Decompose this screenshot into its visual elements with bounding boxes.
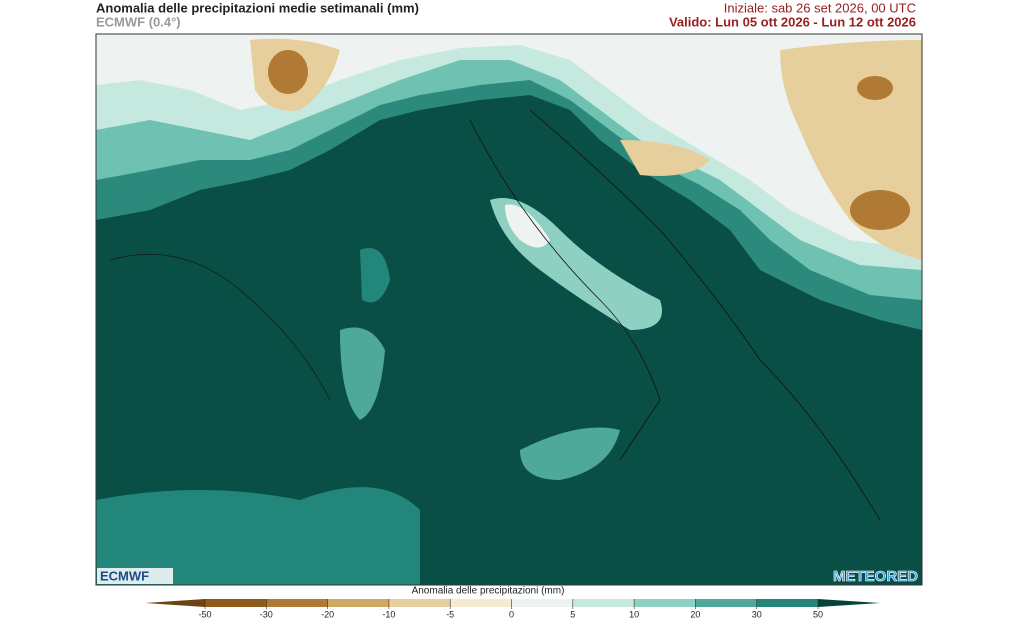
colorbar-tick-label: 0 [509,609,514,619]
colorbar-tick-label: -50 [198,609,211,619]
colorbar-segment [450,599,512,607]
colorbar-segment [511,599,573,607]
colorbar-segment [327,599,389,607]
colorbar-segment [572,599,635,607]
colorbar-segment [756,599,818,607]
colorbar-segment [205,599,267,607]
colorbar-tick-label: 20 [690,609,700,619]
colorbar-tick-label: -20 [321,609,334,619]
colorbar-label: Anomalia delle precipitazioni (mm) [412,586,565,597]
colorbar-segment [388,599,451,607]
colorbar-tick-label: 10 [629,609,639,619]
colorbar: -50 -30 -20 -10 -5 0 5 10 20 30 50 [145,599,880,619]
colorbar-segment [695,599,757,607]
colorbar-segment [634,599,696,607]
map: ECMWF METEORED [95,33,923,586]
colorbar-tick-label: 50 [813,609,823,619]
colorbar-tick-label: 30 [752,609,762,619]
init-date: Iniziale: sab 26 set 2026, 00 UTC [724,0,916,15]
colorbar-segment [266,599,328,607]
colorbar-tick-label: 5 [570,609,575,619]
colorbar-arrow [818,599,880,607]
valid-date: Valido: Lun 05 ott 2026 - Lun 12 ott 202… [669,14,916,29]
meteored-logo: METEORED [833,568,918,585]
colorbar-tick-label: -5 [446,609,454,619]
colorbar-tick-label: -30 [260,609,273,619]
model: ECMWF (0.4°) [96,14,181,29]
title: Anomalia delle precipitazioni medie seti… [96,0,419,15]
colorbar-tick-label: -10 [382,609,395,619]
ecmwf-logo: ECMWF [100,568,149,583]
colorbar-arrow [145,599,205,607]
